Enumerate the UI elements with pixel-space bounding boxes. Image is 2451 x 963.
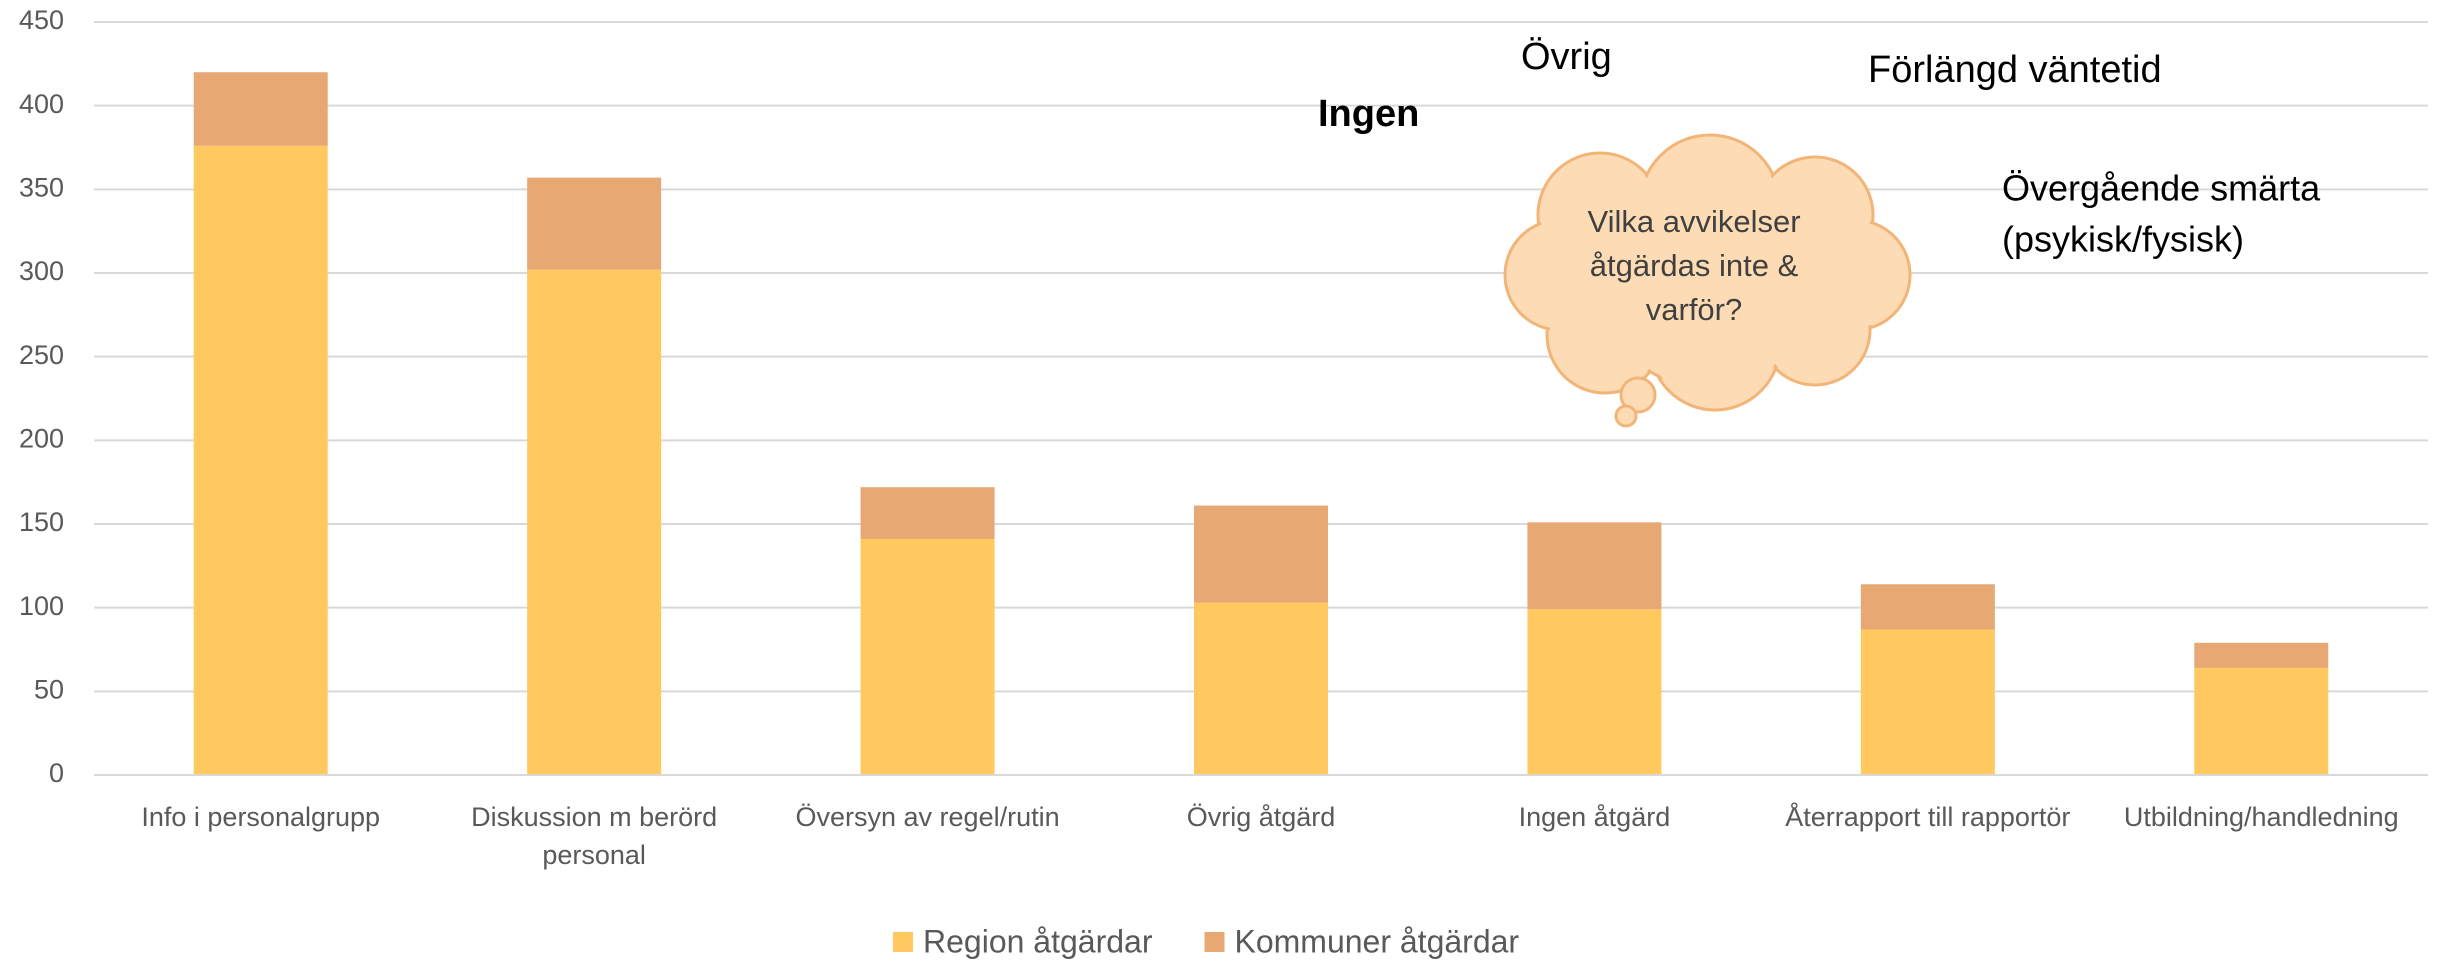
bar-segment (527, 177, 662, 270)
callout-text: åtgärdas inte & (1590, 248, 1799, 283)
annotation: Övrig (1521, 36, 1612, 78)
bar-segment (1194, 505, 1328, 603)
bar-segment (2194, 642, 2329, 668)
x-tick-label: Info i personalgrupp (141, 802, 381, 832)
callout-bubble (1619, 376, 1657, 414)
y-tick-label: 0 (49, 758, 64, 788)
y-tick-label: 300 (19, 256, 64, 286)
bar-segment (1527, 609, 1662, 775)
bar-segment (1860, 584, 1995, 630)
y-tick-label: 150 (19, 507, 64, 537)
annotation: Ingen (1318, 93, 1419, 135)
bar-segment (860, 539, 995, 775)
x-tick-label: Ingen åtgärd (1518, 802, 1671, 832)
x-tick-label: Översyn av regel/rutin (795, 802, 1060, 832)
y-tick-label: 200 (19, 423, 64, 453)
callout-text: varför? (1646, 292, 1742, 327)
annotation: Förlängd väntetid (1868, 49, 2162, 91)
annotation: Övergående smärta (2002, 168, 2321, 209)
callout-bubble (1614, 404, 1638, 428)
callout-fill (1600, 170, 1816, 386)
legend-swatch (893, 932, 913, 952)
bar-segment (1194, 602, 1328, 775)
legend-swatch (1204, 932, 1225, 952)
y-tick-label: 250 (19, 340, 64, 370)
bar-segment (527, 269, 662, 775)
x-tick-label: Övrig åtgärd (1186, 802, 1336, 832)
x-tick-label: Utbildning/handledning (2123, 802, 2399, 832)
y-tick-label: 100 (19, 591, 64, 621)
x-tick-label: Återrapport till rapportör (1785, 802, 2071, 832)
bar-segment (2194, 667, 2329, 775)
y-tick-label: 350 (19, 172, 64, 202)
legend-label: Kommuner åtgärdar (1234, 923, 1519, 959)
callout-text: Vilka avvikelser (1587, 204, 1800, 239)
x-tick-label: Diskussion m berörd personal (471, 802, 718, 870)
y-tick-label: 450 (19, 5, 64, 35)
bar-segment (860, 487, 995, 540)
bar-segment (193, 145, 328, 775)
annotation: (psykisk/fysisk) (2002, 219, 2244, 260)
bar-segment (193, 72, 328, 146)
bar-segment (1527, 522, 1662, 610)
bar-segment (1860, 629, 1995, 775)
callout-fill (1507, 222, 1613, 328)
y-tick-label: 50 (34, 674, 64, 704)
y-tick-label: 400 (19, 89, 64, 119)
legend-label: Region åtgärdar (923, 923, 1153, 959)
